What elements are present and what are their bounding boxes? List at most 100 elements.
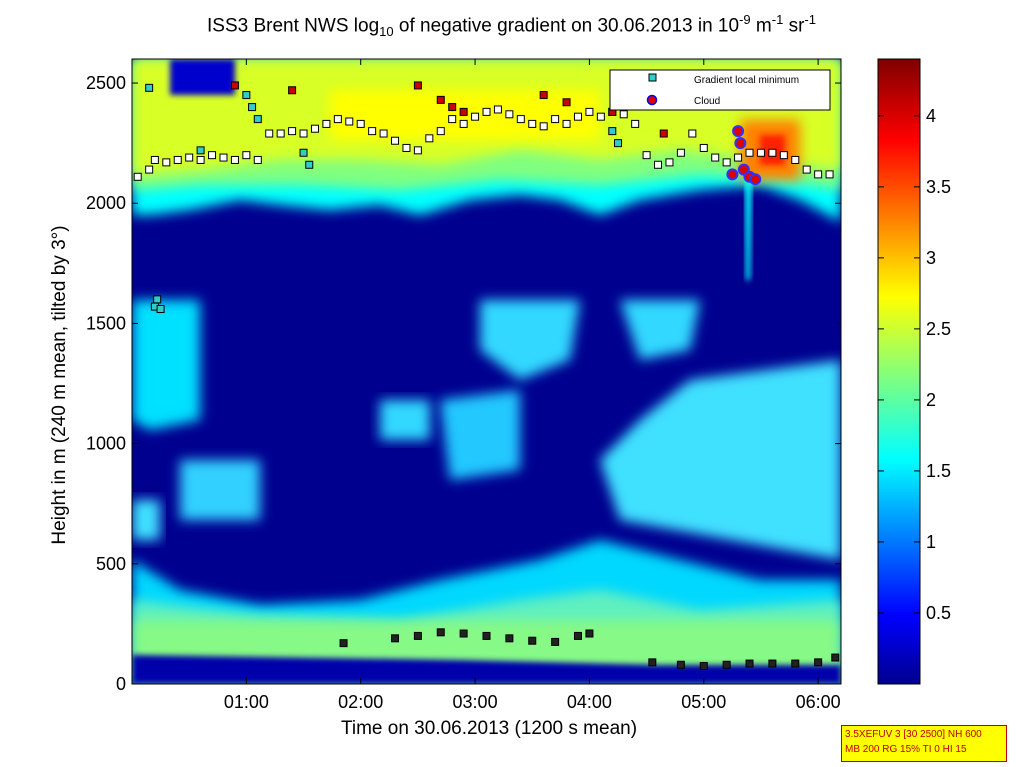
boundary-marker xyxy=(779,151,788,160)
boundary-marker xyxy=(413,631,422,640)
boundary-marker xyxy=(745,659,754,668)
y-tick-label: 2500 xyxy=(86,73,126,93)
boundary-marker xyxy=(642,151,651,160)
boundary-marker xyxy=(631,119,640,128)
gradient-minimum-marker xyxy=(608,127,617,136)
legend-gradient-marker xyxy=(648,73,657,82)
plot-frame xyxy=(131,58,842,685)
red-square-marker xyxy=(459,107,468,116)
heatmap-field xyxy=(132,59,841,684)
boundary-marker xyxy=(173,155,182,164)
boundary-marker xyxy=(814,658,823,667)
colorbar-tick-label: 2 xyxy=(926,390,936,410)
markers-layer xyxy=(133,81,840,670)
boundary-marker xyxy=(825,170,834,179)
gradient-minimum-marker xyxy=(156,305,165,313)
gradient-minimum-marker xyxy=(248,103,257,112)
red-square-marker xyxy=(436,95,445,104)
y-tick-label: 1000 xyxy=(86,434,126,454)
boundary-marker xyxy=(339,639,348,648)
gradient-minimum-marker xyxy=(614,139,623,148)
boundary-marker xyxy=(665,158,674,167)
boundary-marker xyxy=(699,143,708,152)
boundary-marker xyxy=(562,119,571,128)
cloud-marker xyxy=(732,125,745,138)
boundary-marker xyxy=(482,631,491,640)
red-square-marker xyxy=(562,98,571,107)
boundary-marker xyxy=(379,129,388,138)
colorbar-tick-label: 3.5 xyxy=(926,177,951,197)
boundary-marker xyxy=(276,129,285,138)
boundary-marker xyxy=(436,628,445,637)
boundary-marker xyxy=(391,634,400,643)
x-axis-label: Time on 30.06.2013 (1200 s mean) xyxy=(340,718,638,739)
boundary-marker xyxy=(688,129,697,138)
gradient-minimum-marker xyxy=(253,115,262,124)
boundary-marker xyxy=(150,155,159,164)
info-line-2: MB 200 RG 15% TI 0 HI 15 xyxy=(845,744,967,755)
boundary-marker xyxy=(802,165,811,174)
boundary-marker xyxy=(585,629,594,638)
gradient-minimum-marker xyxy=(145,83,154,92)
legend: Gradient local minimum Cloud xyxy=(609,69,831,111)
boundary-marker xyxy=(356,119,365,128)
boundary-marker xyxy=(528,119,537,128)
boundary-marker xyxy=(734,153,743,162)
red-square-marker xyxy=(659,129,668,138)
boundary-marker xyxy=(145,165,154,174)
colorbar-tick-label: 2.5 xyxy=(926,319,951,339)
y-tick-label: 0 xyxy=(116,674,126,694)
boundary-marker xyxy=(448,115,457,124)
gradient-minimum-marker xyxy=(242,91,251,100)
boundary-marker xyxy=(493,105,502,114)
boundary-marker xyxy=(436,127,445,136)
boundary-marker xyxy=(253,155,262,164)
boundary-marker xyxy=(322,119,331,128)
boundary-marker xyxy=(756,148,765,157)
boundary-marker xyxy=(345,117,354,126)
cloud-marker xyxy=(749,173,762,186)
boundary-marker xyxy=(831,653,840,662)
boundary-marker xyxy=(310,124,319,133)
y-tick-label: 1500 xyxy=(86,313,126,333)
boundary-marker xyxy=(551,637,560,646)
colorbar-tick-label: 1.5 xyxy=(926,461,951,481)
boundary-marker xyxy=(208,151,217,160)
boundary-marker xyxy=(791,659,800,668)
boundary-marker xyxy=(471,112,480,121)
x-tick-label: 02:00 xyxy=(338,692,383,712)
boundary-marker xyxy=(133,172,142,181)
x-axis-ticks: 01:00 02:00 03:00 04:00 05:00 06:00 xyxy=(224,59,841,712)
boundary-marker xyxy=(528,636,537,645)
boundary-marker xyxy=(459,629,468,638)
boundary-marker xyxy=(768,659,777,668)
cloud-marker xyxy=(734,137,747,150)
x-tick-label: 04:00 xyxy=(567,692,612,712)
boundary-marker xyxy=(333,115,342,124)
boundary-marker xyxy=(425,134,434,143)
boundary-marker xyxy=(676,660,685,669)
boundary-marker xyxy=(573,112,582,121)
boundary-marker xyxy=(619,110,628,119)
boundary-marker xyxy=(596,112,605,121)
legend-gradient-label: Gradient local minimum xyxy=(694,75,799,86)
chart-title: ISS3 Brent NWS log10 of negative gradien… xyxy=(207,12,816,40)
red-square-marker xyxy=(448,103,457,112)
boundary-marker xyxy=(711,153,720,162)
boundary-marker xyxy=(814,170,823,179)
boundary-marker xyxy=(676,148,685,157)
colorbar: 0.5 1 1.5 2 2.5 3 3.5 4 xyxy=(877,58,951,685)
boundary-marker xyxy=(585,107,594,116)
boundary-marker xyxy=(459,119,468,128)
boundary-marker xyxy=(185,153,194,162)
legend-cloud-marker xyxy=(646,94,658,106)
boundary-marker xyxy=(551,115,560,124)
boundary-marker xyxy=(516,115,525,124)
boundary-marker xyxy=(242,151,251,160)
colorbar-tick-label: 0.5 xyxy=(926,603,951,623)
boundary-marker xyxy=(299,129,308,138)
red-square-marker xyxy=(413,81,422,90)
red-square-marker xyxy=(539,91,548,100)
y-tick-label: 500 xyxy=(96,554,126,574)
